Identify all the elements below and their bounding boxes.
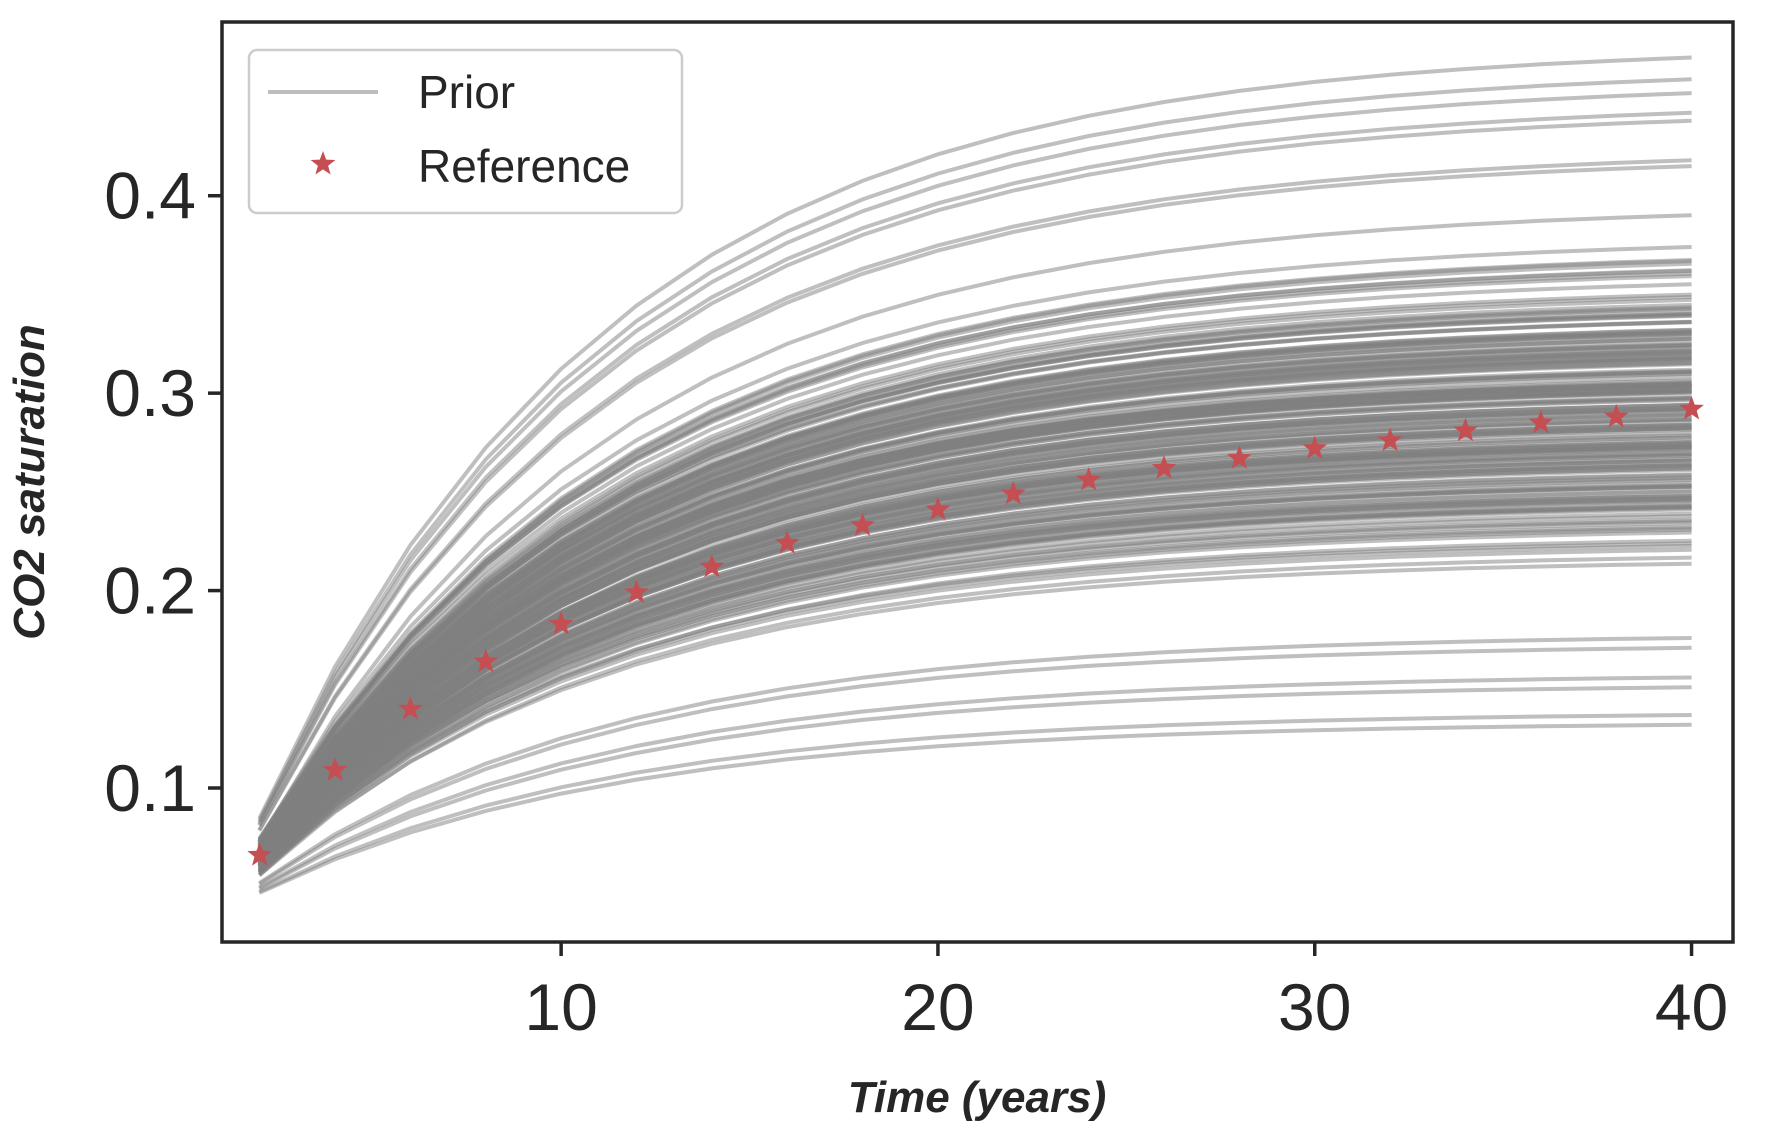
reference-point xyxy=(322,757,348,781)
prior-line xyxy=(257,332,1692,854)
prior-line xyxy=(257,413,1692,861)
prior-line xyxy=(257,489,1692,872)
y-tick-label: 0.2 xyxy=(104,554,196,628)
prior-line xyxy=(257,521,1692,873)
reference-point xyxy=(624,579,649,604)
prior-line xyxy=(257,466,1692,863)
legend-reference-label: Reference xyxy=(418,140,630,192)
prior-line xyxy=(257,381,1692,856)
prior-line xyxy=(257,427,1692,857)
prior-line xyxy=(257,320,1692,853)
prior-line xyxy=(257,530,1692,875)
prior-line xyxy=(257,295,1692,849)
reference-point xyxy=(1603,403,1629,428)
reference-point xyxy=(925,496,951,521)
reference-point xyxy=(247,842,272,866)
x-tick-label: 40 xyxy=(1655,970,1728,1044)
y-axis: 0.1 0.2 0.3 0.4 xyxy=(104,159,222,825)
prior-line xyxy=(257,453,1692,862)
reference-point xyxy=(699,553,725,578)
axes-frame xyxy=(220,20,1735,944)
prior-line xyxy=(257,395,1692,853)
prior-line xyxy=(257,213,1692,843)
prior-line xyxy=(258,541,1692,870)
reference-point xyxy=(1076,467,1101,491)
legend: Prior Reference xyxy=(247,48,684,215)
prior-line xyxy=(257,164,1692,832)
prior-line xyxy=(257,292,1692,843)
reference-point xyxy=(1377,427,1403,452)
reference-point xyxy=(398,696,423,720)
prior-line xyxy=(258,713,1692,894)
reference-point xyxy=(1453,417,1478,442)
reference-point xyxy=(1302,435,1328,459)
y-axis-title: CO2 saturation xyxy=(5,324,54,639)
legend-reference-swatch xyxy=(310,151,336,175)
prior-line xyxy=(257,504,1692,874)
prior-line xyxy=(257,514,1692,872)
prior-line xyxy=(257,259,1692,847)
prior-ensemble xyxy=(257,55,1692,895)
y-tick-label: 0.4 xyxy=(104,159,196,233)
reference-point xyxy=(1528,409,1554,434)
y-tick-label: 0.1 xyxy=(104,751,196,825)
x-axis: 10 20 30 40 xyxy=(524,942,1728,1044)
prior-line xyxy=(257,91,1692,824)
prior-line xyxy=(257,406,1692,857)
legend-prior-label: Prior xyxy=(418,66,515,118)
prior-line xyxy=(257,354,1692,852)
prior-line xyxy=(258,722,1692,895)
y-tick-label: 0.3 xyxy=(104,356,196,430)
prior-line xyxy=(257,435,1692,867)
x-axis-title: Time (years) xyxy=(848,1073,1106,1122)
prior-line xyxy=(258,555,1692,877)
reference-point xyxy=(473,648,499,673)
reference-point xyxy=(1679,396,1704,420)
reference-point xyxy=(1151,455,1177,479)
prior-line xyxy=(257,55,1692,820)
x-tick-label: 30 xyxy=(1278,970,1351,1044)
prior-line xyxy=(258,636,1692,885)
reference-point xyxy=(774,530,800,554)
prior-line xyxy=(257,268,1692,848)
prior-line xyxy=(257,484,1692,864)
reference-point xyxy=(850,512,875,536)
x-tick-label: 20 xyxy=(901,970,974,1044)
prior-line xyxy=(257,118,1692,827)
reference-markers xyxy=(247,396,1704,866)
prior-line xyxy=(257,343,1692,855)
prior-line xyxy=(257,423,1692,857)
prior-line xyxy=(257,362,1692,856)
prior-line xyxy=(257,110,1692,826)
prior-line xyxy=(258,685,1692,891)
prior-line xyxy=(258,675,1692,890)
prior-line xyxy=(257,77,1692,822)
reference-point xyxy=(1000,480,1026,505)
prior-line xyxy=(258,543,1692,872)
x-tick-label: 10 xyxy=(524,970,597,1044)
reference-point xyxy=(1227,445,1252,469)
prior-line xyxy=(257,245,1692,841)
prior-line xyxy=(257,475,1692,867)
prior-line xyxy=(258,547,1692,874)
reference-point xyxy=(548,611,574,635)
prior-line xyxy=(258,645,1692,886)
prior-line xyxy=(257,306,1692,852)
prior-line xyxy=(257,158,1692,831)
prior-line xyxy=(257,282,1692,844)
